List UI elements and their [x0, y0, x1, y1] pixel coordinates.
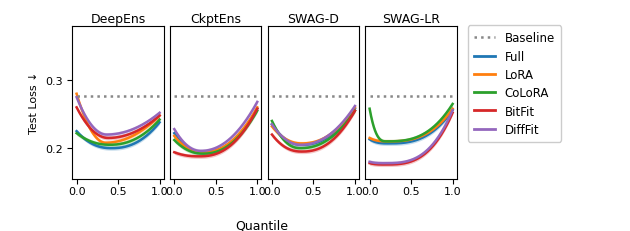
Legend: Baseline, Full, LoRA, CoLoRA, BitFit, DiffFit: Baseline, Full, LoRA, CoLoRA, BitFit, Di… [468, 26, 561, 142]
Title: SWAG-D: SWAG-D [287, 12, 340, 25]
Text: Quantile: Quantile [235, 219, 288, 231]
Title: SWAG-LR: SWAG-LR [382, 12, 440, 25]
Title: DeepEns: DeepEns [91, 12, 146, 25]
Y-axis label: Test Loss ↓: Test Loss ↓ [30, 72, 40, 134]
Title: CkptEns: CkptEns [190, 12, 241, 25]
